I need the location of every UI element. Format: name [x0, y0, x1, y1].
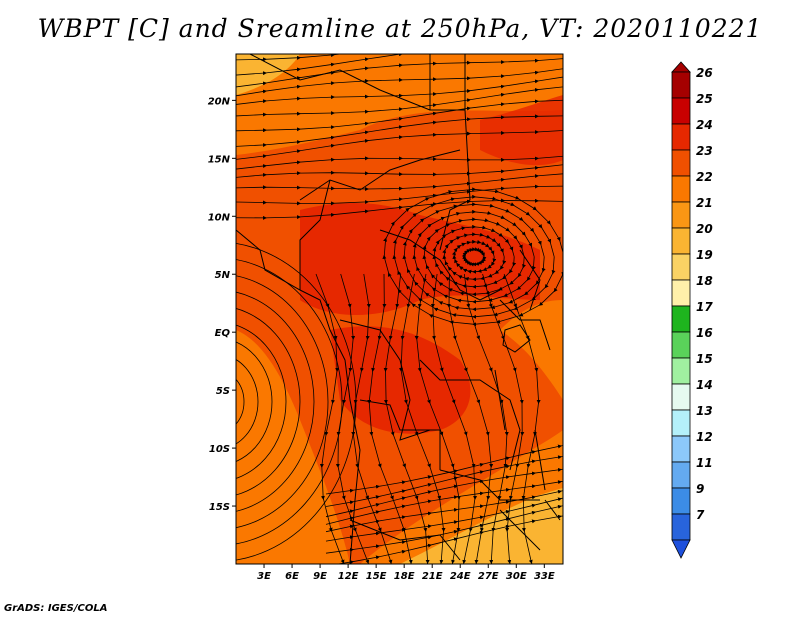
lon-tick-label: 30E: [506, 571, 527, 582]
border-niger: [249, 54, 431, 111]
colorbar-swatch: [671, 305, 691, 333]
colorbar-label: 13: [696, 404, 713, 418]
border-lake-chad: [299, 149, 461, 201]
streamline: [236, 359, 259, 445]
lat-tick-label: 10N: [208, 212, 231, 223]
border-angola: [359, 399, 441, 470]
colorbar-label: 9: [696, 482, 704, 496]
colorbar-label: 20: [696, 222, 713, 236]
latitude-axis: 20N 15N 10N 5N EQ 5S 10S 15S: [208, 96, 236, 513]
lon-tick-label: 3E: [257, 571, 271, 582]
colorbar-swatch: [671, 175, 691, 203]
lat-tick-label: 20N: [208, 96, 231, 107]
lon-tick-label: 33E: [534, 571, 555, 582]
lon-tick-label: 15E: [366, 571, 387, 582]
coastline-west: [236, 229, 361, 564]
streamline: [236, 155, 563, 170]
lon-tick-label: 27E: [478, 571, 499, 582]
map-frame: [235, 53, 564, 565]
border-sahel: [429, 54, 466, 111]
border-drc-east: [419, 359, 521, 471]
border-kenya: [519, 249, 541, 311]
lat-tick-label: 10S: [209, 444, 230, 455]
colorbar-label: 7: [696, 508, 705, 522]
map-title: WBPT [C] and Sreamline at 250hPa, VT: 20…: [37, 14, 763, 43]
colorbar-swatch: [671, 487, 691, 515]
colorbar-label: 22: [696, 170, 713, 184]
lat-tick-label: 15N: [208, 154, 231, 165]
border-madagascar-edge: [544, 499, 561, 521]
colorbar-label: 11: [696, 456, 713, 470]
colorbar-bottom-arrow: [671, 539, 691, 559]
colorbar-swatch: [671, 201, 691, 229]
lon-tick-label: 6E: [285, 571, 299, 582]
colorbar-label: 14: [696, 378, 713, 392]
lake-victoria: [502, 324, 531, 353]
colorbar-label: 24: [696, 118, 713, 132]
streamline: [236, 308, 301, 496]
colorbar-label: 18: [696, 274, 713, 288]
colorbar-swatch: [671, 227, 691, 255]
lon-tick-label: 21E: [422, 571, 443, 582]
country-boundaries: [236, 54, 561, 564]
colorbar-swatch: [671, 253, 691, 281]
longitude-axis: 3E 6E 9E 12E 15E 18E 21E 24E 27E 30E 33E: [257, 564, 555, 582]
lat-tick-label: 15S: [209, 502, 230, 513]
lake-tanganyika: [494, 369, 506, 431]
colorbar-top-arrow: [671, 61, 691, 73]
lon-tick-label: 12E: [338, 571, 359, 582]
streamline: [236, 378, 245, 425]
streamline-layer: [236, 54, 563, 564]
streamline: [236, 341, 273, 462]
lon-tick-label: 18E: [394, 571, 415, 582]
colorbar-swatch: [671, 331, 691, 359]
colorbar-swatch: [671, 409, 691, 437]
streamline: [236, 324, 287, 479]
border-central: [379, 229, 501, 301]
colorbar: 26 25 24 23 22 21 20 19 18 17 16 15 14 13 12 11 9 7: [671, 61, 713, 559]
colorbar-label: 17: [696, 300, 713, 314]
colorbar-swatch: [671, 357, 691, 385]
lake-malawi: [534, 429, 546, 491]
streamline: [236, 130, 563, 160]
lat-tick-label: EQ: [215, 328, 231, 339]
colorbar-label: 15: [696, 352, 713, 366]
streamline: [315, 273, 345, 564]
streamline: [335, 514, 563, 564]
colorbar-label: 25: [696, 92, 713, 106]
colorbar-label: 12: [696, 430, 713, 444]
colorbar-label: 21: [696, 196, 713, 210]
colorbar-label: 26: [696, 66, 713, 80]
colorbar-label: 23: [696, 144, 713, 158]
colorbar-swatch: [671, 71, 691, 99]
colorbar-label: 16: [696, 326, 713, 340]
colorbar-swatch: [671, 123, 691, 151]
lat-tick-label: 5N: [215, 270, 231, 281]
lat-tick-label: 5S: [216, 386, 230, 397]
grads-credit: GrADS: IGES/COLA: [4, 603, 108, 614]
colorbar-swatch: [671, 513, 691, 541]
colorbar-swatch: [671, 383, 691, 411]
colorbar-label: 19: [696, 248, 713, 262]
map-plot-area: [236, 54, 563, 564]
border-namibia: [349, 519, 461, 561]
streamline: [236, 291, 315, 512]
lon-tick-label: 9E: [313, 571, 327, 582]
border-congo: [339, 319, 431, 441]
colorbar-swatch: [671, 435, 691, 463]
colorbar-swatch: [671, 97, 691, 125]
border-tanzania: [499, 299, 551, 351]
border-nigeria: [299, 179, 331, 290]
lon-tick-label: 24E: [450, 571, 471, 582]
colorbar-swatch: [671, 149, 691, 177]
border-sudan: [439, 109, 471, 251]
colorbar-swatch: [671, 279, 691, 307]
colorbar-swatch: [671, 461, 691, 489]
border-southeast: [499, 509, 541, 551]
border-zambia: [439, 469, 540, 501]
